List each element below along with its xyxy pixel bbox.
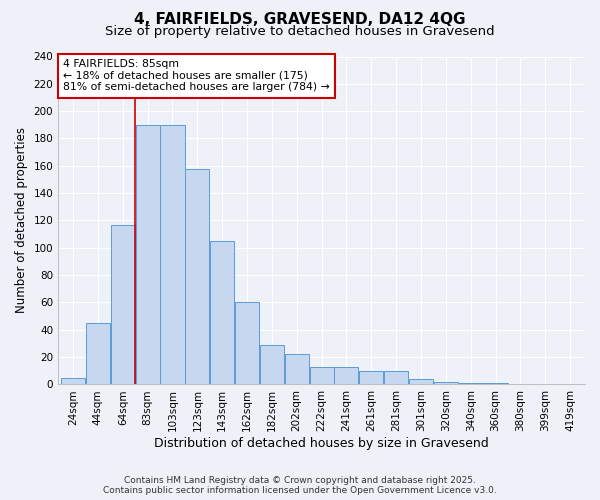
Text: Size of property relative to detached houses in Gravesend: Size of property relative to detached ho… xyxy=(105,25,495,38)
Bar xyxy=(384,371,408,384)
Bar xyxy=(260,345,284,385)
Bar xyxy=(284,354,309,384)
Bar xyxy=(160,125,185,384)
Bar xyxy=(86,323,110,384)
Text: Contains HM Land Registry data © Crown copyright and database right 2025.
Contai: Contains HM Land Registry data © Crown c… xyxy=(103,476,497,495)
Y-axis label: Number of detached properties: Number of detached properties xyxy=(15,128,28,314)
Bar xyxy=(334,366,358,384)
Bar xyxy=(359,371,383,384)
X-axis label: Distribution of detached houses by size in Gravesend: Distribution of detached houses by size … xyxy=(154,437,489,450)
Text: 4, FAIRFIELDS, GRAVESEND, DA12 4QG: 4, FAIRFIELDS, GRAVESEND, DA12 4QG xyxy=(134,12,466,28)
Bar xyxy=(434,382,458,384)
Bar xyxy=(458,383,483,384)
Bar xyxy=(210,241,234,384)
Bar xyxy=(111,224,135,384)
Bar xyxy=(484,383,508,384)
Bar xyxy=(235,302,259,384)
Bar xyxy=(136,125,160,384)
Bar xyxy=(61,378,85,384)
Bar xyxy=(310,366,334,384)
Bar xyxy=(185,168,209,384)
Bar xyxy=(409,379,433,384)
Text: 4 FAIRFIELDS: 85sqm
← 18% of detached houses are smaller (175)
81% of semi-detac: 4 FAIRFIELDS: 85sqm ← 18% of detached ho… xyxy=(63,59,330,92)
